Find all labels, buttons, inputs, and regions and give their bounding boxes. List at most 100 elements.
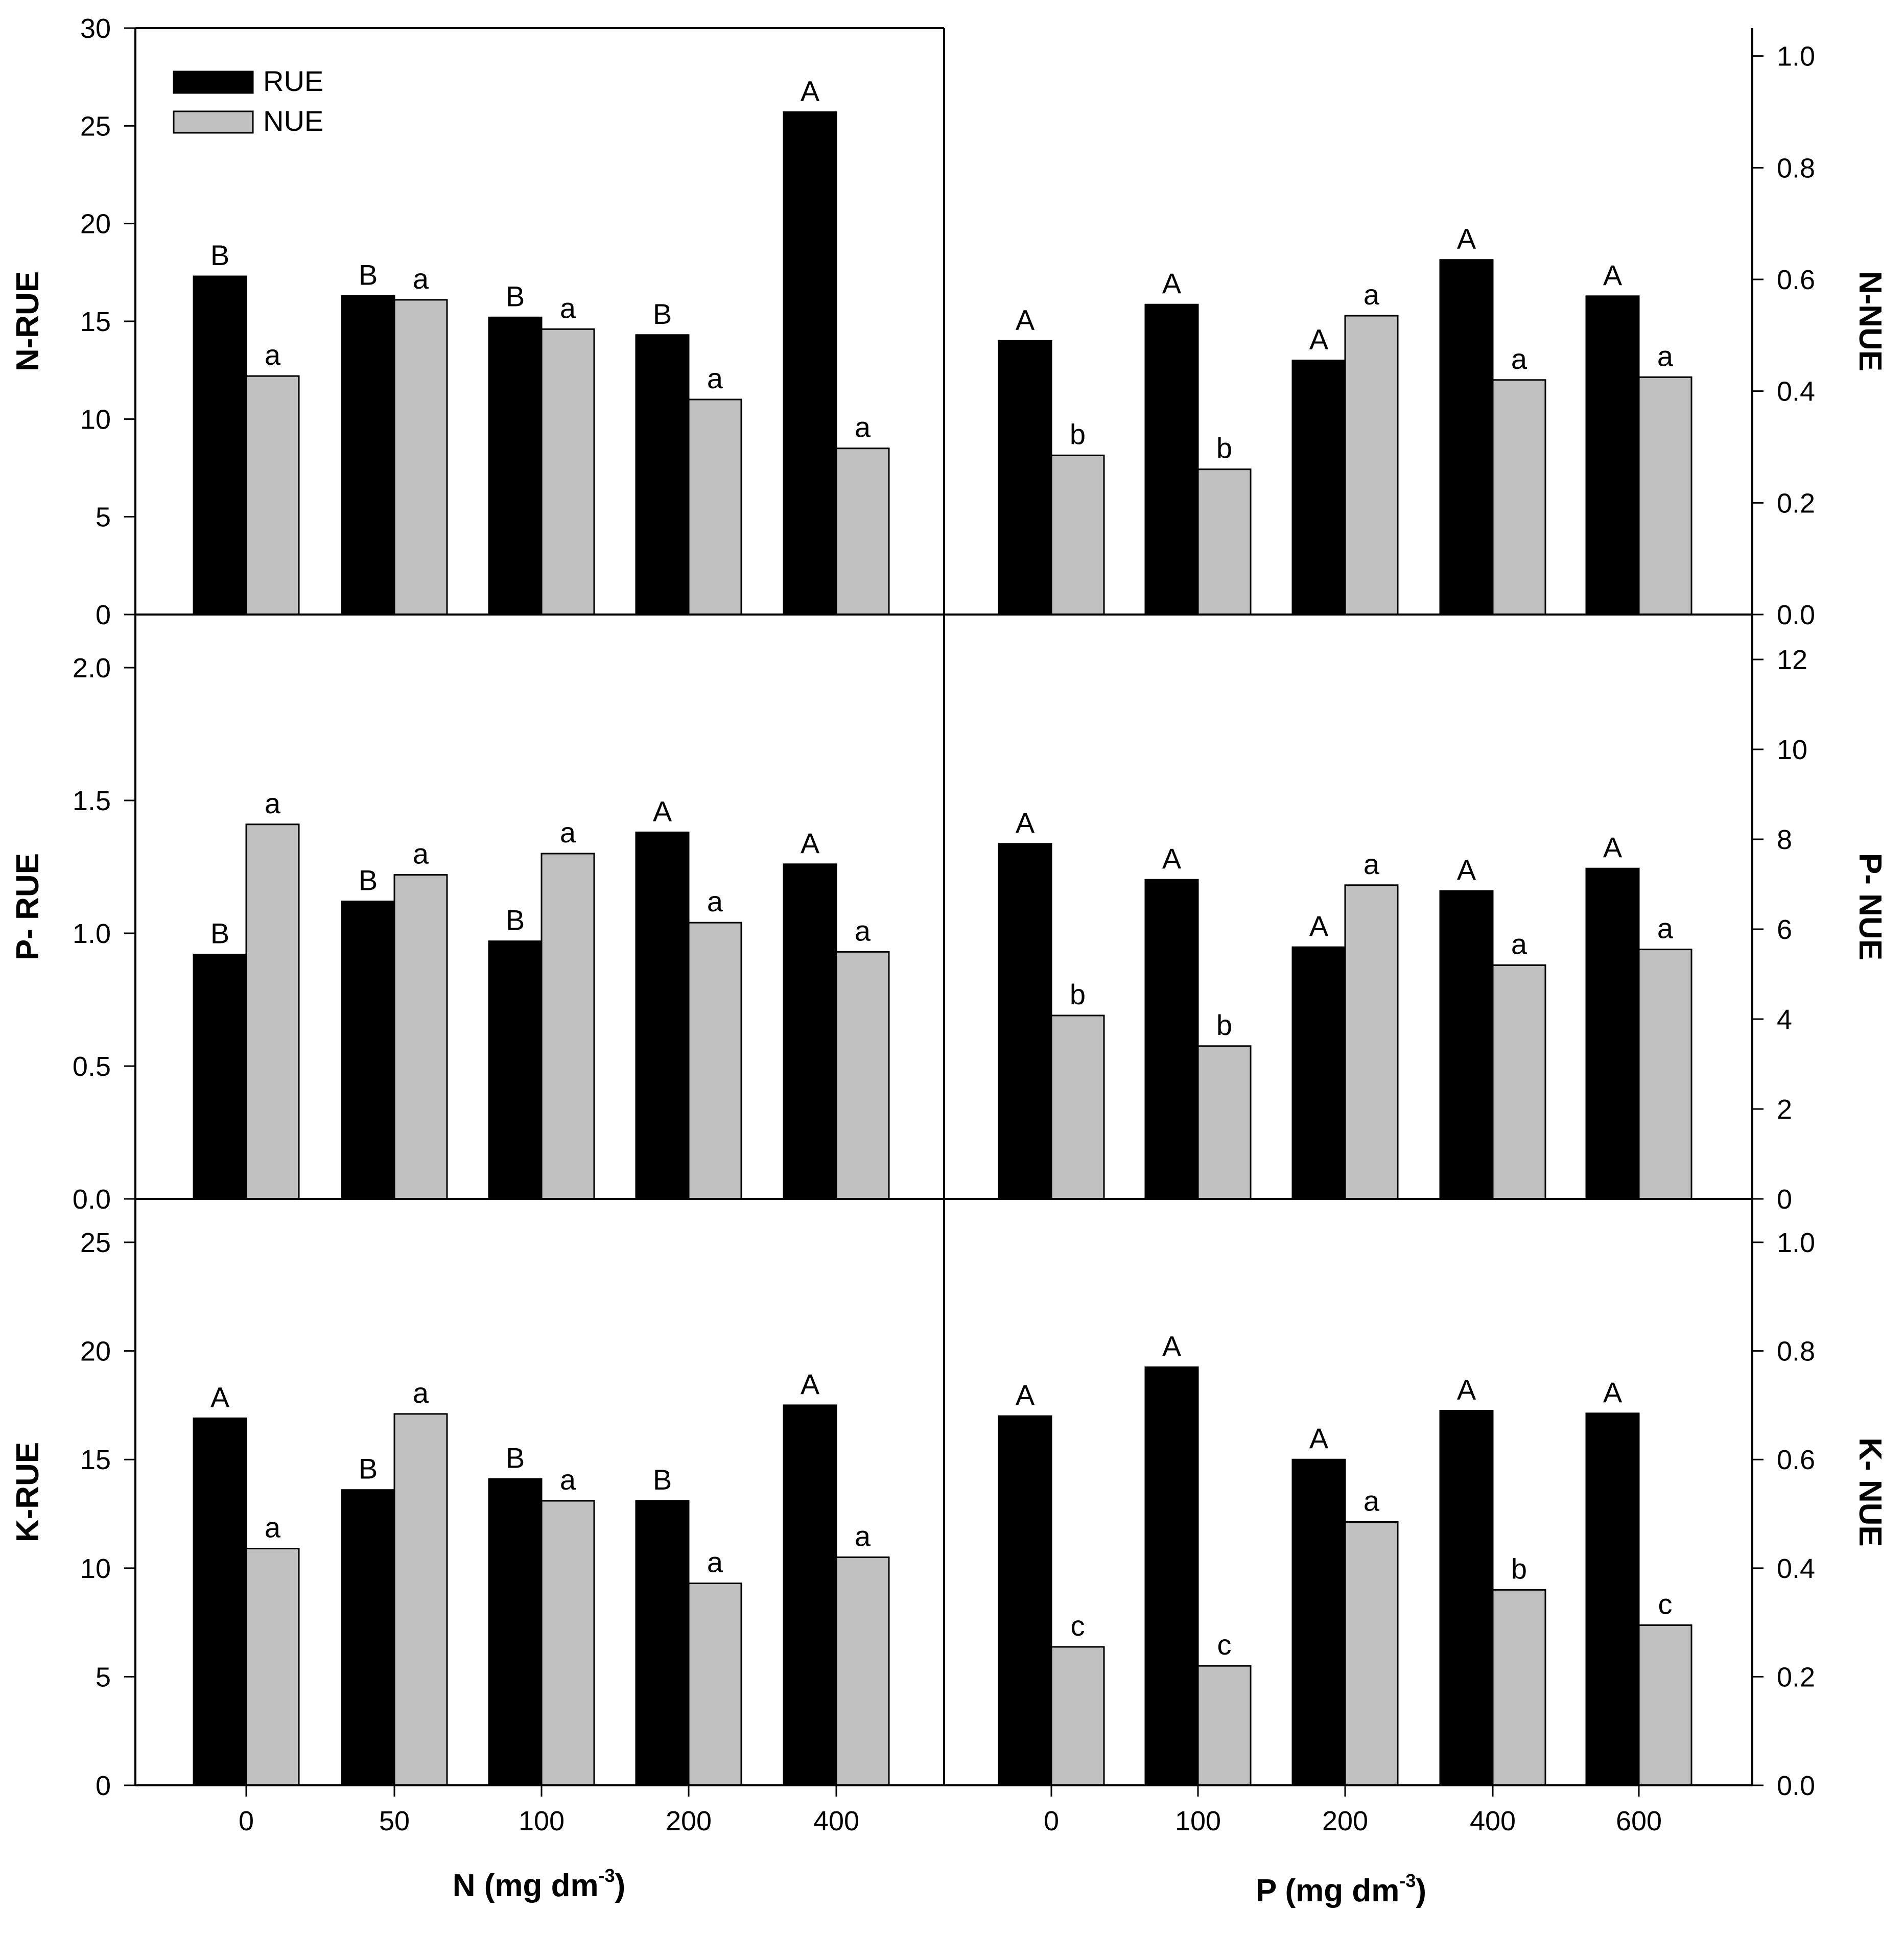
y-tick-label: 0.2 [1777,488,1815,518]
significance-letter: A [1309,910,1329,942]
x-tick-label: 200 [666,1806,712,1836]
bar-nue [393,874,448,1200]
bar-nue [540,1500,595,1786]
significance-letter: B [359,1453,378,1485]
significance-letter: b [1216,1009,1232,1041]
bar-nue [835,1556,890,1786]
bar-rue [193,954,247,1200]
y-tick-label: 0.0 [1777,1771,1815,1801]
bar-nue [540,328,595,616]
bar-rue [1144,879,1199,1200]
y-tick-label: 5 [96,502,111,533]
x-axis-title-left: N (mg dm-3) [453,1865,626,1903]
bar-rue [635,831,690,1200]
significance-letter: a [560,292,576,324]
significance-letter: A [210,1381,230,1413]
bar-nue [1638,376,1693,616]
y-tick-label: 2 [1777,1094,1792,1125]
y-axis-title: N-NUE [1852,271,1888,371]
significance-letter: c [1217,1629,1232,1661]
x-tick-label: 50 [379,1806,410,1836]
panel-N-panel-right: 0.0 0.2 0.4 0.6 0.8 1.0 N-NUE Ab Ab Aa Aa Aa [998,41,1888,630]
bar-rue [1585,1412,1640,1786]
y-tick-label: 1.0 [1777,41,1815,72]
x-tick-label: 0 [239,1806,254,1836]
significance-letter: b [1070,418,1086,450]
significance-letter: A [1603,259,1623,291]
bar-rue [193,275,247,616]
y-tick-label: 0 [96,600,111,630]
bar-nue [1638,1624,1693,1786]
x-tick-label: 400 [813,1806,859,1836]
significance-letter: A [1016,1379,1035,1411]
bar-rue [783,1404,837,1786]
y-tick-label: 1.0 [1777,1228,1815,1258]
significance-letter: c [1658,1588,1673,1620]
bar-nue [1197,1665,1252,1786]
significance-letter: a [1511,928,1527,960]
significance-letter: a [855,914,871,947]
bar-rue [488,940,543,1200]
significance-letter: a [413,838,429,870]
x-tick-label: 100 [519,1806,565,1836]
bar-nue [1344,315,1399,616]
bar-nue [835,951,890,1200]
significance-letter: A [1457,854,1476,886]
y-tick-label: 10 [80,404,111,435]
y-tick-label: 10 [80,1553,111,1584]
y-axis-title: N-RUE [10,271,45,371]
significance-letter: A [1162,1330,1182,1362]
y-tick-label: 0.2 [1777,1662,1815,1692]
bar-nue [688,398,742,616]
bar-rue [341,295,395,616]
bar-rue [193,1417,247,1786]
significance-letter: a [413,1377,429,1409]
y-tick-label: 4 [1777,1004,1792,1035]
significance-letter: a [1657,340,1674,372]
bar-rue [1291,1458,1346,1786]
y-tick-label: 8 [1777,824,1792,855]
significance-letter: a [707,1546,723,1578]
panel-P-panel-left: 0.0 0.5 1.0 1.5 2.0 P- RUE Ba Ba Ba Aa Aa [10,653,890,1215]
significance-letter: A [1162,842,1182,875]
significance-letter: a [265,1512,281,1544]
bar-nue [245,823,300,1200]
y-tick-label: 2.0 [73,653,111,683]
bar-rue [635,1500,690,1786]
bar-nue [1344,1521,1399,1786]
significance-letter: A [1162,267,1182,299]
y-tick-label: 0 [1777,1184,1792,1215]
significance-letter: c [1071,1610,1085,1642]
y-tick-label: 0.6 [1777,265,1815,295]
significance-letter: b [1511,1552,1527,1585]
y-tick-label: 25 [80,1228,111,1258]
bar-rue [341,1489,395,1786]
y-tick-label: 6 [1777,914,1792,945]
significance-letter: a [413,263,429,295]
x-axis-title-right: P (mg dm-3) [1256,1870,1426,1908]
bar-nue [1197,1045,1252,1200]
legend-swatch-rue [173,70,254,94]
bar-rue [488,1478,543,1786]
y-tick-label: 25 [80,111,111,141]
bar-rue [1585,295,1640,616]
significance-letter: A [801,75,820,107]
significance-letter: B [210,239,229,271]
bar-rue [998,1415,1052,1786]
y-tick-label: 0.6 [1777,1445,1815,1475]
y-tick-label: 0.8 [1777,153,1815,183]
bar-rue [783,863,837,1200]
y-tick-label: 0 [96,1771,111,1801]
bar-nue [835,447,890,616]
bar-rue [1439,259,1494,616]
significance-letter: B [653,298,672,330]
panel-N-panel-left: 0 5 10 15 20 25 30 N-RUE Ba B a B a Ba Aa RUE NUE [10,13,890,630]
bar-nue [1492,379,1546,616]
significance-letter: B [653,1464,672,1496]
legend-label-rue: RUE [263,65,323,97]
x-tick-label: 0 [1044,1806,1059,1836]
x-tick-label: 100 [1175,1806,1221,1836]
bar-rue [998,843,1052,1200]
bar-nue [1050,454,1105,616]
